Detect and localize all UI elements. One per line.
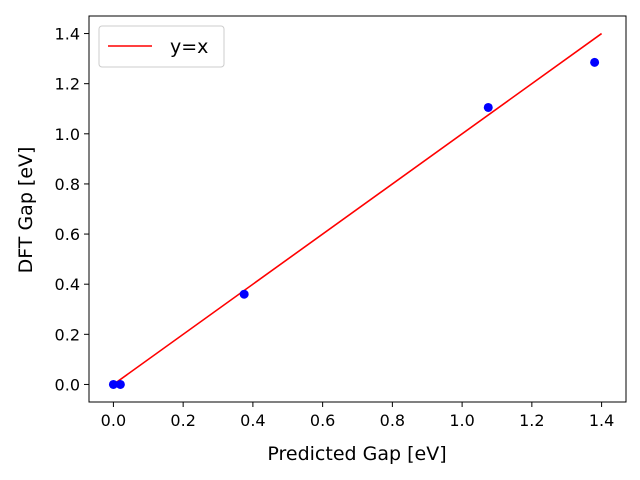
- legend-label-y-equals-x: y=x: [170, 36, 208, 58]
- x-axis-label: Predicted Gap [eV]: [267, 443, 446, 465]
- x-axis-ticks: 0.0 0.2 0.4 0.6 0.8 1.0 1.2 1.4: [101, 402, 614, 430]
- y-tick-label: 1.2: [55, 75, 80, 94]
- y-tick-label: 0.2: [55, 325, 80, 344]
- x-tick-label: 0.4: [240, 411, 265, 430]
- x-tick-label: 0.2: [170, 411, 195, 430]
- y-tick-label: 0.4: [55, 275, 80, 294]
- y-tick-label: 1.0: [55, 125, 80, 144]
- x-tick-label: 1.2: [519, 411, 544, 430]
- legend-box: [98, 25, 225, 68]
- data-point: [115, 379, 125, 389]
- x-tick-label: 0.6: [310, 411, 335, 430]
- y-tick-label: 0.0: [55, 375, 80, 394]
- x-tick-label: 0.0: [101, 411, 126, 430]
- y-tick-label: 1.4: [55, 25, 80, 44]
- y-axis-ticks: 0.0 0.2 0.4 0.6 0.8 1.0 1.2 1.4: [55, 25, 89, 394]
- plot-frame: [88, 15, 627, 403]
- data-point: [590, 57, 600, 67]
- identity-line: [112, 32, 603, 386]
- point-layer: [108, 57, 600, 389]
- x-tick-label: 0.8: [380, 411, 405, 430]
- data-point: [239, 289, 249, 299]
- legend: y=x: [98, 25, 225, 68]
- x-tick-label: 1.4: [589, 411, 614, 430]
- y-tick-label: 0.6: [55, 225, 80, 244]
- data-point: [108, 379, 118, 389]
- data-point: [483, 102, 493, 112]
- y-axis-label: DFT Gap [eV]: [15, 147, 37, 274]
- y-tick-label: 0.8: [55, 175, 80, 194]
- line-layer: [112, 32, 603, 386]
- x-tick-label: 1.0: [449, 411, 474, 430]
